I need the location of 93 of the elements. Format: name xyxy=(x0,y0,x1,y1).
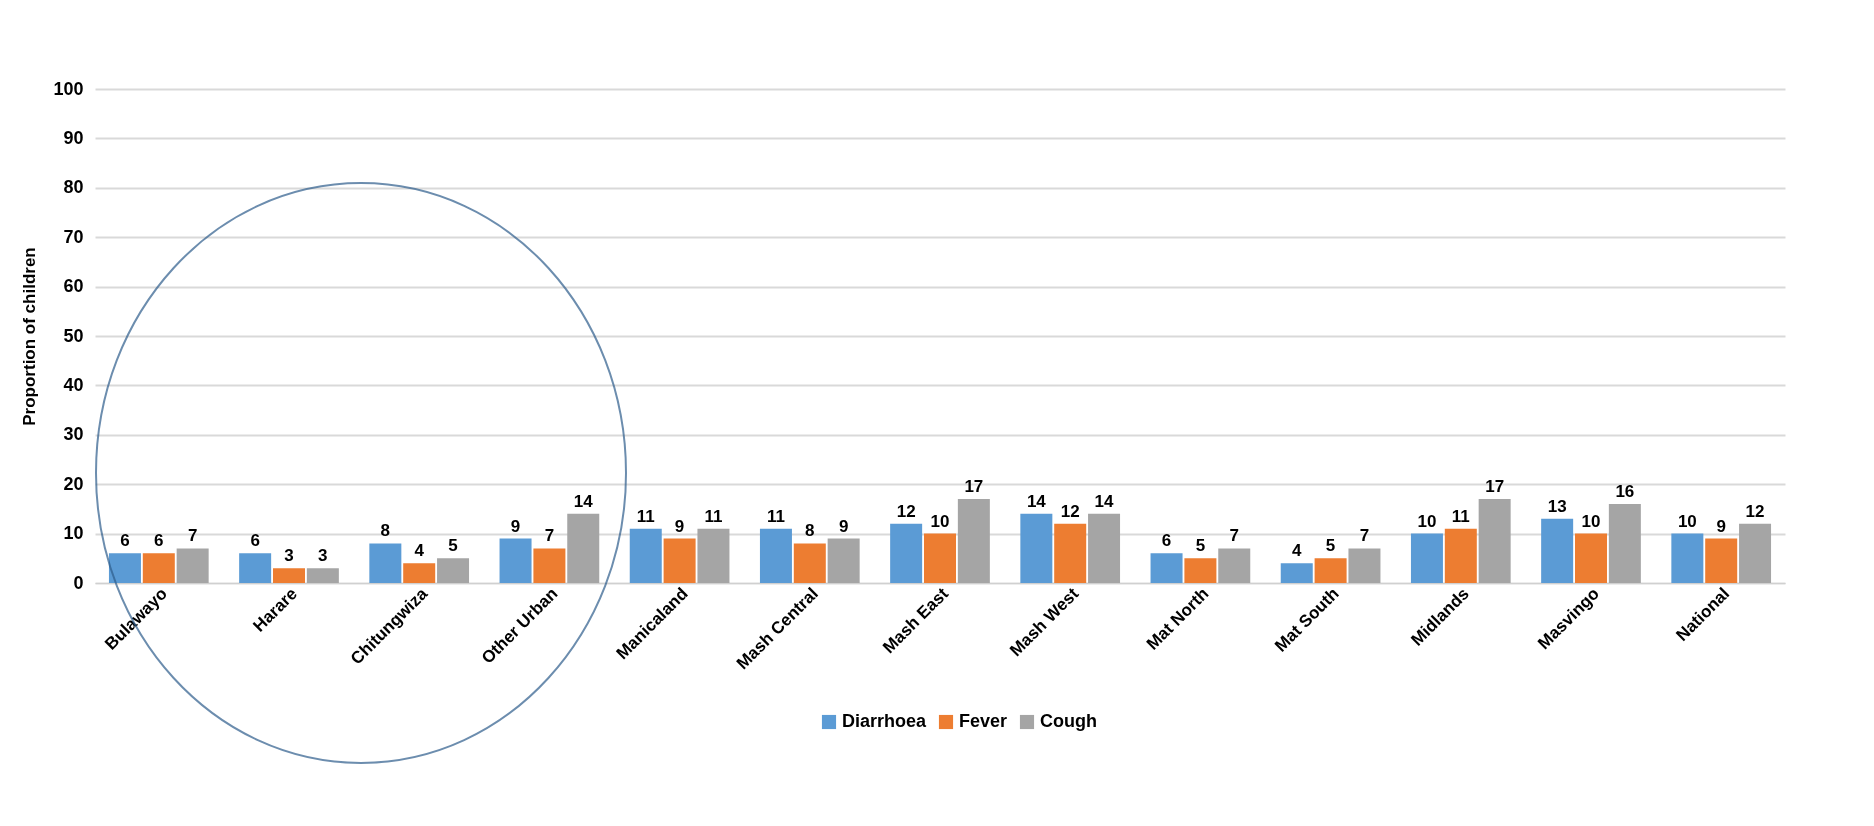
data-label: 11 xyxy=(1451,506,1470,526)
legend-label: Diarrhoea xyxy=(842,711,928,731)
bar xyxy=(1739,523,1772,583)
data-label: 6 xyxy=(120,531,130,551)
bar xyxy=(437,558,470,583)
data-label: 5 xyxy=(448,536,458,556)
y-tick-label: 30 xyxy=(63,424,84,445)
y-tick-label: 70 xyxy=(63,226,84,247)
bar xyxy=(1348,548,1381,583)
bar xyxy=(306,568,339,583)
bar xyxy=(499,538,532,583)
legend-label: Cough xyxy=(1040,711,1097,731)
bar xyxy=(793,543,826,583)
bar xyxy=(1314,558,1347,583)
y-tick-label: 10 xyxy=(63,523,84,544)
bar xyxy=(890,523,923,583)
data-label: 9 xyxy=(674,516,685,536)
bar xyxy=(827,538,860,583)
data-label: 7 xyxy=(1229,526,1239,546)
bar xyxy=(697,528,730,583)
data-label: 6 xyxy=(154,531,164,551)
data-label: 4 xyxy=(414,541,425,561)
bar xyxy=(1608,503,1641,583)
data-label: 12 xyxy=(896,501,916,521)
data-label: 6 xyxy=(250,531,260,551)
data-label: 7 xyxy=(187,526,198,546)
bar xyxy=(1088,513,1121,583)
data-label: 17 xyxy=(964,477,984,497)
data-label: 7 xyxy=(1359,526,1370,546)
bar xyxy=(924,533,956,583)
bar xyxy=(957,499,990,583)
bar xyxy=(1150,553,1183,583)
bar xyxy=(1478,499,1511,583)
y-tick-label: 80 xyxy=(63,177,84,198)
data-label: 13 xyxy=(1547,496,1567,516)
y-tick-label: 50 xyxy=(63,325,84,346)
data-label: 12 xyxy=(1060,501,1080,521)
bar xyxy=(1541,518,1574,583)
bar xyxy=(567,513,600,583)
data-label: 9 xyxy=(510,516,521,536)
data-label: 11 xyxy=(636,506,655,526)
data-label: 11 xyxy=(766,506,785,526)
bar xyxy=(1020,513,1053,583)
data-label: 9 xyxy=(838,516,849,536)
bar xyxy=(1671,533,1704,583)
legend-label: Fever xyxy=(959,711,1008,731)
y-tick-label: 40 xyxy=(63,374,84,395)
bar xyxy=(239,553,272,583)
data-label: 10 xyxy=(1417,511,1437,531)
y-tick-label: 60 xyxy=(63,276,84,297)
bar xyxy=(663,538,696,583)
data-label: 7 xyxy=(544,526,555,546)
data-label: 12 xyxy=(1745,501,1765,521)
data-label: 16 xyxy=(1615,481,1635,501)
data-label: 14 xyxy=(1094,491,1115,511)
bar xyxy=(176,548,209,583)
bar xyxy=(1444,528,1477,583)
bar xyxy=(1705,538,1738,583)
data-label: 3 xyxy=(284,546,294,566)
bar xyxy=(108,553,141,583)
data-label: 10 xyxy=(1677,511,1697,531)
bar xyxy=(629,528,662,583)
bar xyxy=(1575,533,1607,583)
data-label: 11 xyxy=(704,506,723,526)
bar xyxy=(1218,548,1251,583)
data-label: 10 xyxy=(1581,511,1601,531)
bar xyxy=(533,548,566,583)
data-label: 14 xyxy=(1026,491,1047,511)
data-label: 6 xyxy=(1161,531,1172,551)
data-label: 10 xyxy=(930,511,950,531)
data-label: 5 xyxy=(1195,536,1206,556)
y-tick-label: 0 xyxy=(73,572,84,593)
bar xyxy=(369,543,402,583)
bar xyxy=(1280,563,1313,583)
data-label: 5 xyxy=(1325,536,1336,556)
y-tick-label: 90 xyxy=(63,127,84,148)
data-label: 8 xyxy=(380,521,391,541)
bar xyxy=(1184,558,1217,583)
bar xyxy=(403,563,436,583)
y-tick-label: 100 xyxy=(53,78,84,99)
bar xyxy=(142,553,175,583)
data-label: 8 xyxy=(805,521,815,541)
data-label: 4 xyxy=(1292,541,1303,561)
bar xyxy=(1054,523,1087,583)
y-tick-label: 20 xyxy=(63,473,84,494)
data-label: 14 xyxy=(573,491,594,511)
data-label: 3 xyxy=(318,546,328,566)
data-label: 17 xyxy=(1485,477,1505,497)
bar xyxy=(273,568,305,583)
bar xyxy=(1410,533,1443,583)
y-axis-title: Proportion of children xyxy=(20,247,40,426)
bar xyxy=(759,528,792,583)
data-label: 9 xyxy=(1716,516,1726,536)
